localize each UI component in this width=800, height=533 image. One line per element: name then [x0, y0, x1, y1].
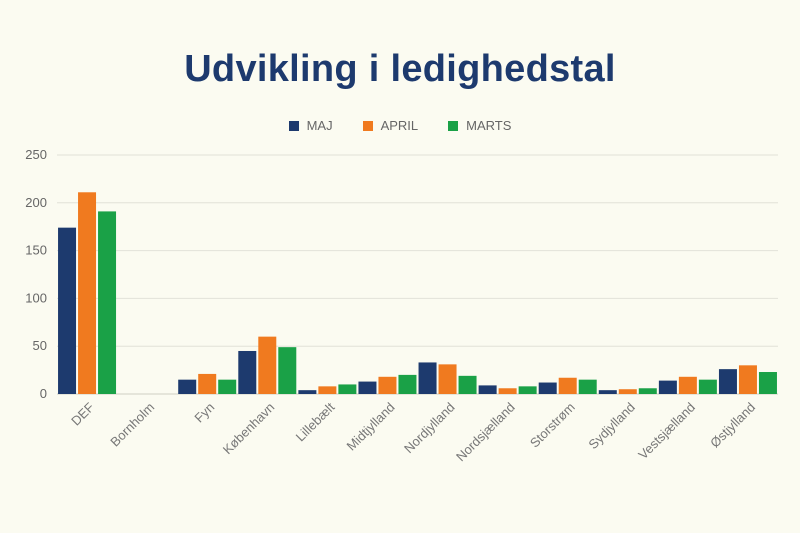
x-tick-label-0: DEF	[68, 399, 97, 428]
x-tick-label-10: Vestsjælland	[635, 400, 698, 463]
bar-april-6[interactable]	[438, 364, 457, 394]
legend-swatch-marts	[448, 120, 459, 131]
y-tick-label-100: 100	[25, 290, 47, 305]
bar-maj-9[interactable]	[598, 390, 617, 394]
y-tick-label-0: 0	[40, 386, 47, 401]
bar-maj-10[interactable]	[658, 380, 677, 394]
bar-marts-2[interactable]	[218, 379, 237, 394]
bar-maj-11[interactable]	[718, 369, 737, 394]
bar-april-3[interactable]	[258, 336, 277, 394]
bar-marts-10[interactable]	[698, 379, 717, 394]
x-tick-label-6: Nordjylland	[401, 400, 458, 457]
legend-item-marts[interactable]: MARTS	[448, 118, 511, 133]
x-tick-label-1: Bornholm	[107, 400, 157, 450]
x-tick-label-5: Midtjylland	[344, 400, 398, 454]
bar-april-9[interactable]	[618, 389, 637, 394]
bar-marts-3[interactable]	[278, 347, 297, 394]
x-tick-label-11: Østjylland	[707, 400, 758, 451]
y-tick-label-200: 200	[25, 195, 47, 210]
y-tick-label-150: 150	[25, 243, 47, 258]
bar-april-7[interactable]	[498, 388, 517, 394]
legend-label-maj: MAJ	[306, 118, 333, 133]
bar-maj-6[interactable]	[418, 362, 437, 394]
bar-maj-5[interactable]	[358, 381, 377, 394]
bar-maj-7[interactable]	[478, 385, 497, 394]
x-tick-label-9: Sydjylland	[585, 400, 638, 453]
chart-legend: MAJ APRIL MARTS	[0, 118, 800, 133]
bar-april-11[interactable]	[738, 365, 757, 394]
bar-maj-0[interactable]	[58, 227, 77, 394]
bar-maj-3[interactable]	[238, 350, 257, 394]
bar-april-5[interactable]	[378, 376, 397, 394]
bar-april-10[interactable]	[678, 376, 697, 394]
bar-april-0[interactable]	[78, 192, 97, 394]
chart-title: Udvikling i ledighedstal	[184, 48, 616, 90]
legend-swatch-april	[362, 120, 373, 131]
y-tick-label-250: 250	[25, 147, 47, 162]
bar-marts-7[interactable]	[518, 386, 537, 394]
x-tick-label-2: Fyn	[191, 400, 217, 426]
x-tick-label-4: Lillebælt	[293, 399, 338, 444]
bar-maj-4[interactable]	[298, 390, 317, 394]
bar-marts-9[interactable]	[638, 388, 657, 394]
bar-marts-6[interactable]	[458, 375, 477, 394]
bar-marts-5[interactable]	[398, 374, 417, 394]
bar-maj-8[interactable]	[538, 382, 557, 394]
bar-april-4[interactable]	[318, 386, 337, 394]
legend-item-maj[interactable]: MAJ	[288, 118, 333, 133]
bar-marts-4[interactable]	[338, 384, 357, 394]
y-tick-label-50: 50	[33, 338, 47, 353]
x-tick-label-3: København	[220, 400, 278, 458]
bar-marts-8[interactable]	[578, 379, 597, 394]
legend-label-april: APRIL	[380, 118, 419, 133]
bar-april-8[interactable]	[558, 377, 577, 394]
x-tick-label-8: Storstrøm	[527, 400, 578, 451]
bar-april-2[interactable]	[198, 373, 217, 394]
bar-marts-0[interactable]	[98, 211, 117, 394]
legend-swatch-maj	[288, 120, 299, 131]
bar-marts-11[interactable]	[758, 372, 777, 394]
legend-label-marts: MARTS	[466, 118, 512, 133]
legend-item-april[interactable]: APRIL	[362, 118, 419, 133]
bar-maj-2[interactable]	[178, 379, 197, 394]
x-tick-label-7: Nordsjælland	[453, 400, 518, 465]
